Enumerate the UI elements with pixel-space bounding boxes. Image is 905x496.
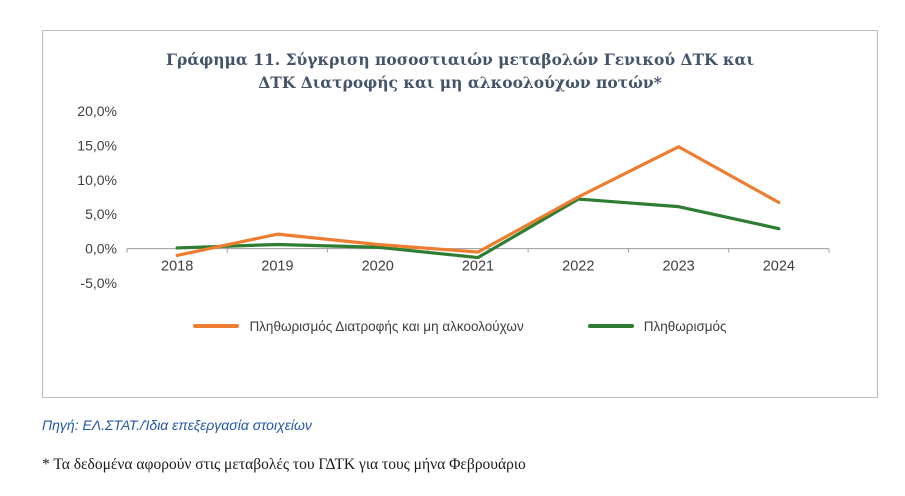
line-chart: 20,0% 15,0% 10,0% 5,0% 0,0% -5,0% 2018 2019 2020… — [77, 103, 830, 291]
x-axis-label: 2019 — [261, 258, 293, 274]
y-axis-label: 0,0% — [85, 240, 117, 256]
footnote: * Τα δεδομένα αφορούν στις μεταβολές του… — [42, 456, 526, 473]
legend-item: Πληθωρισμός — [587, 318, 727, 334]
chart-title: Γράφημα 11. Σύγκριση ποσοστιαιών μεταβολ… — [150, 48, 770, 95]
x-axis-label: 2022 — [562, 258, 594, 274]
chart-title-line-1: Γράφημα 11. Σύγκριση ποσοστιαιών μεταβολ… — [166, 50, 754, 69]
series-line — [175, 196, 781, 259]
chart-container: Γράφημα 11. Σύγκριση ποσοστιαιών μεταβολ… — [42, 30, 878, 398]
legend-swatch — [587, 324, 634, 328]
x-axis-label: 2021 — [462, 258, 494, 274]
x-axis-label: 2023 — [662, 258, 694, 274]
source-note: Πηγή: ΕΛ.ΣΤΑΤ./Ίδια επεξεργασία στοιχείω… — [42, 417, 312, 433]
legend-item: Πληθωρισμός Διατροφής και μη αλκοολούχων — [193, 318, 524, 334]
series-line — [175, 144, 781, 257]
legend-label: Πληθωρισμός — [643, 318, 727, 334]
y-axis-label: 15,0% — [77, 137, 117, 153]
y-axis-label: -5,0% — [80, 275, 117, 291]
y-axis-label: 20,0% — [77, 103, 117, 119]
chart-legend: Πληθωρισμός Διατροφής και μη αλκοολούχων… — [43, 319, 877, 334]
x-axis-label: 2020 — [362, 258, 394, 274]
x-axis-label: 2024 — [763, 258, 795, 274]
y-axis-label: 5,0% — [85, 206, 117, 222]
legend-swatch — [193, 324, 240, 328]
legend-label: Πληθωρισμός Διατροφής και μη αλκοολούχων — [249, 318, 524, 334]
chart-title-line-2: ΔΤΚ Διατροφής και μη αλκοολούχων ποτών* — [258, 73, 662, 93]
y-axis-label: 10,0% — [77, 171, 117, 187]
x-axis-label: 2018 — [161, 258, 193, 274]
